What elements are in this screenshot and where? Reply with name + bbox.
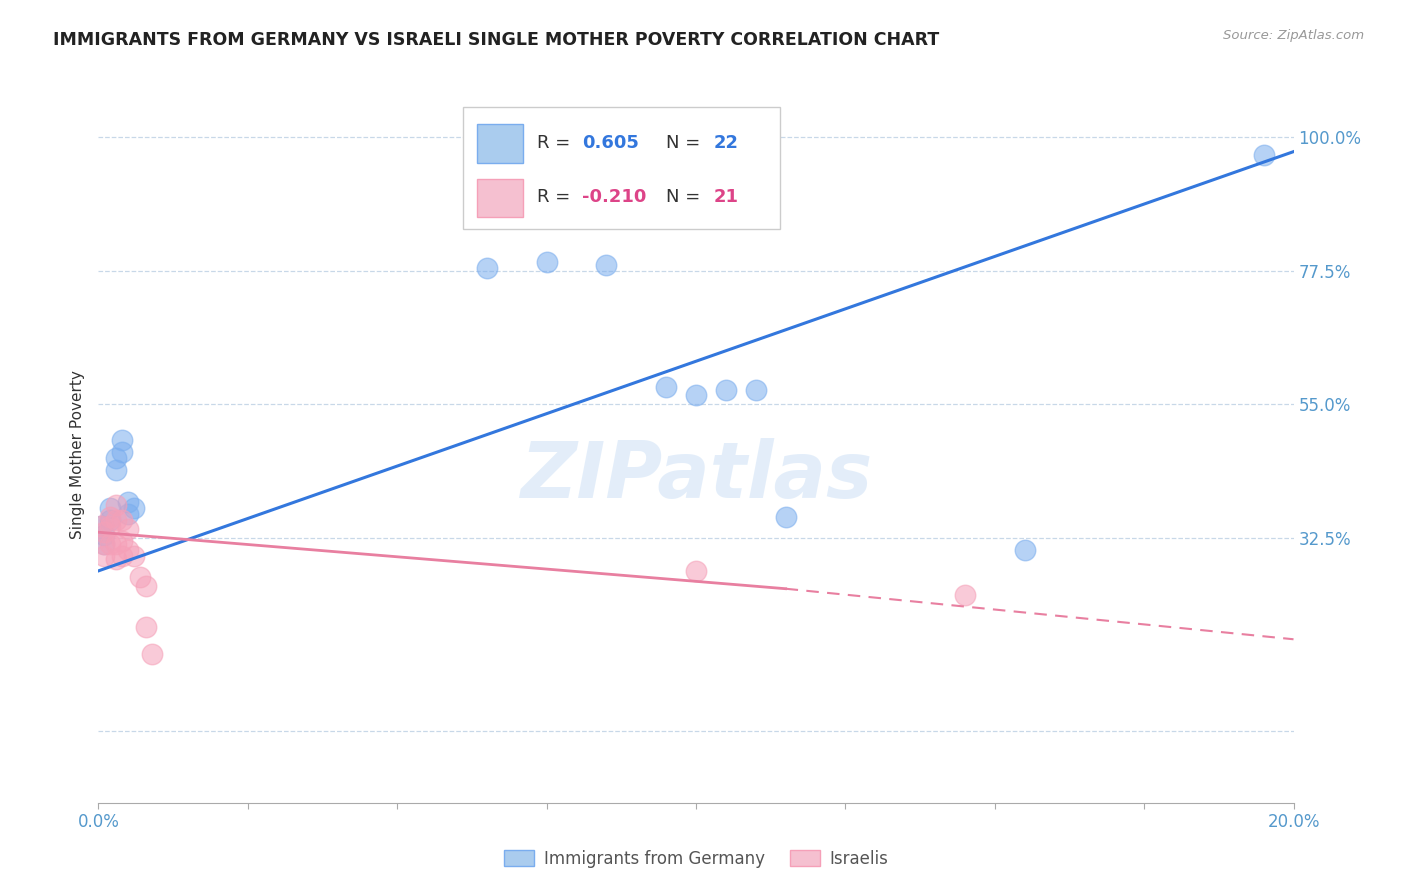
- Point: [105, 450, 128, 465]
- Point: [117, 543, 139, 558]
- Point: [93, 549, 115, 563]
- Point: [105, 513, 128, 527]
- Point: [745, 383, 768, 397]
- Text: Source: ZipAtlas.com: Source: ZipAtlas.com: [1223, 29, 1364, 42]
- Text: 22: 22: [714, 134, 740, 153]
- Point: [111, 549, 134, 563]
- Point: [714, 383, 737, 397]
- Point: [105, 499, 128, 513]
- Point: [105, 463, 128, 477]
- Point: [655, 379, 678, 393]
- Point: [135, 620, 157, 634]
- Point: [775, 510, 797, 524]
- Text: 21: 21: [714, 188, 740, 206]
- Point: [111, 513, 134, 527]
- Text: IMMIGRANTS FROM GERMANY VS ISRAELI SINGLE MOTHER POVERTY CORRELATION CHART: IMMIGRANTS FROM GERMANY VS ISRAELI SINGL…: [53, 31, 939, 49]
- Point: [93, 528, 115, 542]
- Text: N =: N =: [666, 134, 706, 153]
- Text: R =: R =: [537, 134, 576, 153]
- Point: [685, 388, 707, 402]
- Point: [98, 501, 122, 516]
- Text: ZIPatlas: ZIPatlas: [520, 438, 872, 514]
- FancyBboxPatch shape: [477, 178, 523, 217]
- Point: [105, 537, 128, 551]
- Point: [595, 258, 617, 272]
- FancyBboxPatch shape: [477, 124, 523, 162]
- Point: [124, 501, 146, 516]
- Point: [685, 564, 707, 578]
- Text: N =: N =: [666, 188, 706, 206]
- Point: [90, 519, 112, 533]
- Point: [98, 519, 122, 533]
- Point: [93, 537, 115, 551]
- Point: [105, 552, 128, 566]
- Point: [135, 579, 157, 593]
- Point: [98, 513, 122, 527]
- Point: [90, 519, 112, 533]
- FancyBboxPatch shape: [463, 107, 780, 229]
- Point: [1014, 543, 1036, 558]
- Point: [141, 647, 163, 661]
- Point: [98, 537, 122, 551]
- Point: [117, 522, 139, 536]
- Legend: Immigrants from Germany, Israelis: Immigrants from Germany, Israelis: [496, 843, 896, 874]
- Point: [129, 570, 152, 584]
- Point: [93, 537, 115, 551]
- Y-axis label: Single Mother Poverty: Single Mother Poverty: [70, 370, 86, 540]
- Point: [111, 534, 134, 549]
- Point: [953, 588, 976, 602]
- Point: [117, 508, 139, 522]
- Point: [111, 445, 134, 459]
- Point: [536, 254, 558, 268]
- Point: [93, 525, 115, 540]
- Point: [98, 510, 122, 524]
- Point: [117, 495, 139, 509]
- Text: 0.605: 0.605: [582, 134, 640, 153]
- Point: [111, 433, 134, 447]
- Text: -0.210: -0.210: [582, 188, 647, 206]
- Point: [124, 549, 146, 563]
- Text: R =: R =: [537, 188, 576, 206]
- Point: [1253, 147, 1275, 161]
- Point: [475, 260, 498, 275]
